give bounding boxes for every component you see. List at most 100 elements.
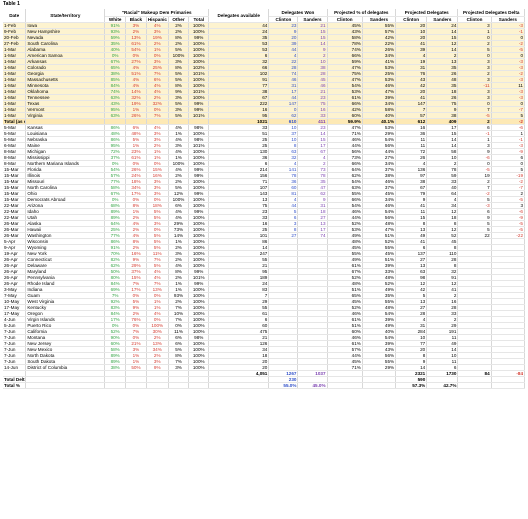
cell-state: Indiana — [25, 286, 106, 293]
cell-date: 5-Mar — [3, 130, 27, 137]
cell-black-pct: 27% — [125, 58, 147, 65]
header-racial: "Racial" Makeup Dem Primaries — [104, 9, 210, 17]
cell-pct-sanders: 55% — [362, 244, 397, 251]
cell-pct-sanders: 40% — [362, 328, 397, 335]
cell-delta-sanders — [491, 280, 526, 287]
cell-proj-clinton: 284 — [395, 328, 428, 335]
cell-pct-sanders: 46% — [362, 202, 397, 209]
cell-pct-sanders: 34% — [362, 160, 397, 167]
cell-white-pct: 80% — [104, 274, 127, 281]
cell-delta-clinton — [457, 382, 492, 389]
cell-total-pct: 100% — [188, 28, 210, 35]
cell-pct-clinton: 59.9% — [327, 118, 363, 125]
cell-white-pct: 89% — [104, 208, 127, 215]
subheader-proj-sanders: Sanders — [426, 16, 459, 23]
cell-proj-clinton: 612 — [395, 118, 428, 125]
cell-black-pct — [125, 118, 147, 125]
cell-proj-clinton: 11 — [395, 142, 428, 149]
cell-total-pct: 100% — [188, 364, 210, 371]
cell-pct-clinton: 45% — [327, 358, 363, 365]
cell-state: Nebraska — [25, 136, 106, 143]
cell-black-pct: 8% — [125, 202, 147, 209]
cell-proj-clinton: 137 — [395, 250, 428, 257]
cell-black-pct: 9% — [125, 256, 147, 263]
cell-hispanic-pct: 3% — [146, 220, 169, 227]
header-state: State/territory — [25, 9, 106, 23]
cell-won-sanders — [297, 256, 328, 263]
cell-won-clinton — [268, 244, 299, 251]
cell-pct-clinton: 46% — [327, 310, 363, 317]
cell-proj-sanders: 40 — [426, 184, 459, 191]
cell-delta-sanders: -2 — [491, 40, 526, 47]
cell-other-pct: 8% — [168, 64, 190, 71]
cell-proj-sanders: 10 — [426, 352, 459, 359]
cell-delegates-available: 222 — [208, 100, 270, 107]
cell-won-clinton: 5 — [268, 208, 299, 215]
cell-other-pct: 3% — [168, 94, 190, 101]
cell-date: 7-Jun — [3, 346, 27, 353]
cell-won-clinton — [268, 358, 299, 365]
cell-delegates-available: 55 — [208, 256, 270, 263]
table-row: 1-Feb Iowa 91% 3% 4% 2% 100% 44 23 21 45% 55% 20 24 3-… — [3, 22, 526, 29]
cell-won-sanders — [297, 328, 328, 335]
cell-won-clinton: 27 — [268, 232, 299, 239]
cell-black-pct: 8% — [125, 238, 147, 245]
cell-proj-sanders: 33 — [426, 178, 459, 185]
cell-proj-sanders: 14 — [426, 28, 459, 35]
cell-delta-clinton: 9 — [457, 214, 492, 221]
cell-pct-sanders: 58% — [362, 106, 397, 113]
cell-delta-clinton — [457, 358, 492, 365]
cell-total-pct — [188, 370, 210, 377]
cell-won-clinton: 44 — [268, 202, 299, 209]
cell-proj-clinton: 43 — [395, 76, 428, 83]
cell-white-pct: 91% — [104, 244, 127, 251]
cell-delegates-available: 53 — [208, 46, 270, 53]
cell-won-sanders — [297, 244, 328, 251]
cell-state: Missouri — [25, 178, 106, 185]
cell-delta-sanders: -5 — [491, 226, 526, 233]
cell-black-pct: 61% — [125, 40, 147, 47]
cell-hispanic-pct: 0% — [146, 196, 169, 203]
cell-delegates-available: 86 — [208, 238, 270, 245]
cell-delegates-available: 14 — [208, 244, 270, 251]
cell-black-pct: 5% — [125, 298, 147, 305]
cell-white-pct: 25% — [104, 226, 127, 233]
cell-white-pct: 67% — [104, 190, 127, 197]
cell-proj-clinton: 15 — [395, 214, 428, 221]
cell-black-pct: 16% — [125, 250, 147, 257]
cell-proj-sanders: 48 — [426, 76, 459, 83]
cell-won-sanders: 14 — [297, 40, 328, 47]
cell-black-pct: 0% — [125, 334, 147, 341]
cell-delta-clinton — [457, 322, 492, 329]
cell-pct-sanders: 48% — [362, 220, 397, 227]
cell-pct-sanders: 52% — [362, 238, 397, 245]
cell-proj-sanders: 28 — [426, 304, 459, 311]
cell-white-pct: 0% — [104, 322, 127, 329]
cell-delta-sanders: -3 — [491, 22, 526, 29]
cell-pct-clinton: 42% — [327, 106, 363, 113]
cell-delta-sanders: -6 — [491, 208, 526, 215]
cell-date: 7-Jun — [3, 334, 27, 341]
cell-proj-clinton: 14 — [395, 364, 428, 371]
cell-won-clinton — [268, 292, 299, 299]
cell-pct-clinton: 53% — [327, 88, 363, 95]
cell-proj-sanders: 16 — [426, 298, 459, 305]
cell-delta-sanders — [491, 268, 526, 275]
cell-total-pct: 100% — [188, 76, 210, 83]
cell-delta-clinton — [457, 376, 492, 383]
cell-white-pct: 65% — [104, 64, 127, 71]
cell-proj-clinton: 28 — [395, 310, 428, 317]
cell-won-sanders: 73 — [297, 166, 328, 173]
cell-delegates-available: 38 — [208, 88, 270, 95]
cell-date: 20-Feb — [3, 34, 27, 41]
cell-hispanic-pct: 30% — [146, 328, 169, 335]
cell-state: Illinois — [25, 172, 106, 179]
cell-won-sanders: 2 — [297, 52, 328, 59]
cell-won-clinton: 17 — [268, 88, 299, 95]
cell-white-pct: 95% — [104, 142, 127, 149]
cell-total-pct: 100% — [188, 358, 210, 365]
cell-won-clinton — [268, 364, 299, 371]
cell-total-pct: 100% — [188, 226, 210, 233]
cell-pct-sanders: 39% — [362, 340, 397, 347]
cell-total-pct: 99% — [188, 172, 210, 179]
